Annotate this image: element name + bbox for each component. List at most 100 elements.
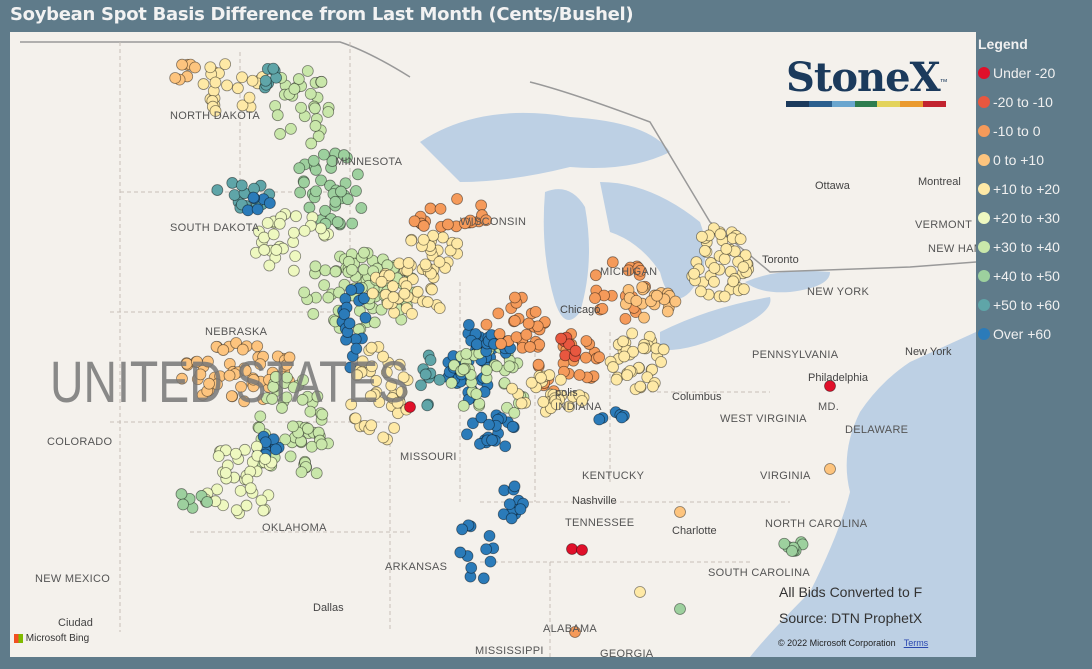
basis-dot[interactable] bbox=[259, 453, 272, 465]
basis-dot[interactable] bbox=[434, 202, 447, 215]
basis-dot[interactable] bbox=[637, 342, 650, 355]
basis-dot[interactable] bbox=[266, 393, 279, 405]
basis-dot[interactable] bbox=[627, 345, 639, 358]
basis-dot[interactable] bbox=[221, 79, 233, 92]
basis-dot[interactable] bbox=[346, 263, 358, 276]
basis-dot[interactable] bbox=[236, 71, 248, 84]
basis-dot[interactable] bbox=[593, 351, 606, 364]
terms-link[interactable]: Terms bbox=[903, 638, 929, 648]
basis-dot[interactable] bbox=[219, 58, 232, 71]
legend-item[interactable]: +30 to +40 bbox=[978, 232, 1060, 261]
basis-dot[interactable] bbox=[284, 122, 297, 135]
basis-dot[interactable] bbox=[515, 397, 528, 410]
basis-dot[interactable] bbox=[211, 184, 224, 196]
basis-dot[interactable] bbox=[388, 422, 401, 434]
basis-dot[interactable] bbox=[421, 296, 434, 308]
basis-dot[interactable] bbox=[657, 343, 670, 356]
legend-item[interactable]: -20 to -10 bbox=[978, 87, 1060, 116]
basis-dot[interactable] bbox=[669, 295, 682, 308]
basis-dot[interactable] bbox=[228, 189, 241, 201]
basis-dot[interactable] bbox=[375, 275, 388, 288]
basis-dot[interactable] bbox=[345, 398, 358, 411]
basis-dot[interactable] bbox=[212, 450, 225, 463]
basis-dot[interactable] bbox=[269, 371, 282, 383]
basis-dot[interactable] bbox=[350, 185, 362, 197]
basis-dot[interactable] bbox=[786, 545, 798, 557]
basis-dot[interactable] bbox=[294, 186, 307, 199]
basis-dot[interactable] bbox=[238, 395, 251, 408]
basis-dot[interactable] bbox=[824, 380, 836, 392]
basis-dot[interactable] bbox=[537, 395, 550, 408]
basis-dot[interactable] bbox=[426, 283, 438, 296]
basis-dot[interactable] bbox=[506, 420, 519, 433]
basis-dot[interactable] bbox=[273, 217, 286, 230]
basis-dot[interactable] bbox=[508, 291, 521, 304]
basis-dot[interactable] bbox=[301, 65, 314, 77]
basis-dot[interactable] bbox=[246, 74, 259, 87]
basis-dot[interactable] bbox=[607, 361, 619, 373]
basis-dot[interactable] bbox=[522, 317, 535, 330]
basis-dot[interactable] bbox=[696, 230, 708, 243]
basis-dot[interactable] bbox=[301, 422, 314, 435]
basis-dot[interactable] bbox=[554, 373, 567, 386]
basis-dot[interactable] bbox=[217, 344, 230, 356]
basis-dot[interactable] bbox=[338, 149, 350, 161]
basis-dot[interactable] bbox=[484, 555, 497, 568]
basis-dot[interactable] bbox=[295, 101, 307, 114]
basis-dot[interactable] bbox=[480, 543, 493, 556]
basis-dot[interactable] bbox=[316, 408, 329, 421]
basis-dot[interactable] bbox=[177, 498, 189, 511]
basis-dot[interactable] bbox=[311, 390, 324, 403]
basis-dot[interactable] bbox=[326, 155, 339, 167]
basis-dot[interactable] bbox=[630, 294, 643, 307]
basis-dot[interactable] bbox=[383, 269, 396, 282]
basis-dot[interactable] bbox=[636, 281, 649, 294]
basis-dot[interactable] bbox=[445, 377, 458, 389]
basis-dot[interactable] bbox=[255, 494, 268, 507]
basis-dot[interactable] bbox=[359, 311, 372, 324]
legend-item[interactable]: +50 to +60 bbox=[978, 290, 1060, 319]
basis-dot[interactable] bbox=[261, 217, 274, 229]
basis-dot[interactable] bbox=[615, 411, 628, 424]
basis-dot[interactable] bbox=[459, 217, 471, 230]
basis-dot[interactable] bbox=[406, 307, 418, 320]
basis-dot[interactable] bbox=[204, 61, 217, 74]
basis-dot[interactable] bbox=[338, 308, 351, 321]
basis-dot[interactable] bbox=[510, 331, 523, 344]
basis-dot[interactable] bbox=[718, 290, 731, 303]
basis-dot[interactable] bbox=[189, 61, 201, 74]
basis-dot[interactable] bbox=[242, 204, 254, 217]
basis-dot[interactable] bbox=[398, 287, 411, 300]
basis-dot[interactable] bbox=[269, 443, 282, 456]
basis-dot[interactable] bbox=[368, 316, 381, 329]
basis-dot[interactable] bbox=[619, 312, 632, 325]
basis-dot[interactable] bbox=[290, 210, 302, 223]
basis-dot[interactable] bbox=[490, 360, 503, 373]
basis-dot[interactable] bbox=[415, 379, 427, 392]
basis-dot[interactable] bbox=[310, 185, 322, 198]
basis-dot[interactable] bbox=[280, 391, 293, 404]
basis-dot[interactable] bbox=[655, 356, 667, 368]
basis-dot[interactable] bbox=[708, 275, 720, 288]
basis-dot[interactable] bbox=[699, 244, 711, 257]
basis-dot[interactable] bbox=[486, 434, 498, 447]
basis-dot[interactable] bbox=[239, 364, 252, 377]
basis-dot[interactable] bbox=[287, 226, 300, 239]
basis-dot[interactable] bbox=[433, 255, 446, 268]
basis-dot[interactable] bbox=[293, 162, 306, 175]
basis-dot[interactable] bbox=[307, 308, 320, 320]
basis-dot[interactable] bbox=[350, 342, 363, 355]
basis-dot[interactable] bbox=[466, 417, 479, 430]
basis-dot[interactable] bbox=[251, 340, 264, 353]
basis-dot[interactable] bbox=[460, 347, 473, 360]
basis-dot[interactable] bbox=[417, 220, 430, 232]
basis-dot[interactable] bbox=[236, 99, 249, 112]
basis-dot[interactable] bbox=[638, 311, 650, 324]
basis-dot[interactable] bbox=[231, 82, 244, 95]
basis-dot[interactable] bbox=[169, 72, 182, 84]
legend-item[interactable]: -10 to 0 bbox=[978, 116, 1060, 145]
basis-dot[interactable] bbox=[303, 201, 316, 214]
basis-dot[interactable] bbox=[473, 397, 486, 410]
basis-dot[interactable] bbox=[424, 202, 437, 215]
basis-dot[interactable] bbox=[236, 343, 249, 356]
